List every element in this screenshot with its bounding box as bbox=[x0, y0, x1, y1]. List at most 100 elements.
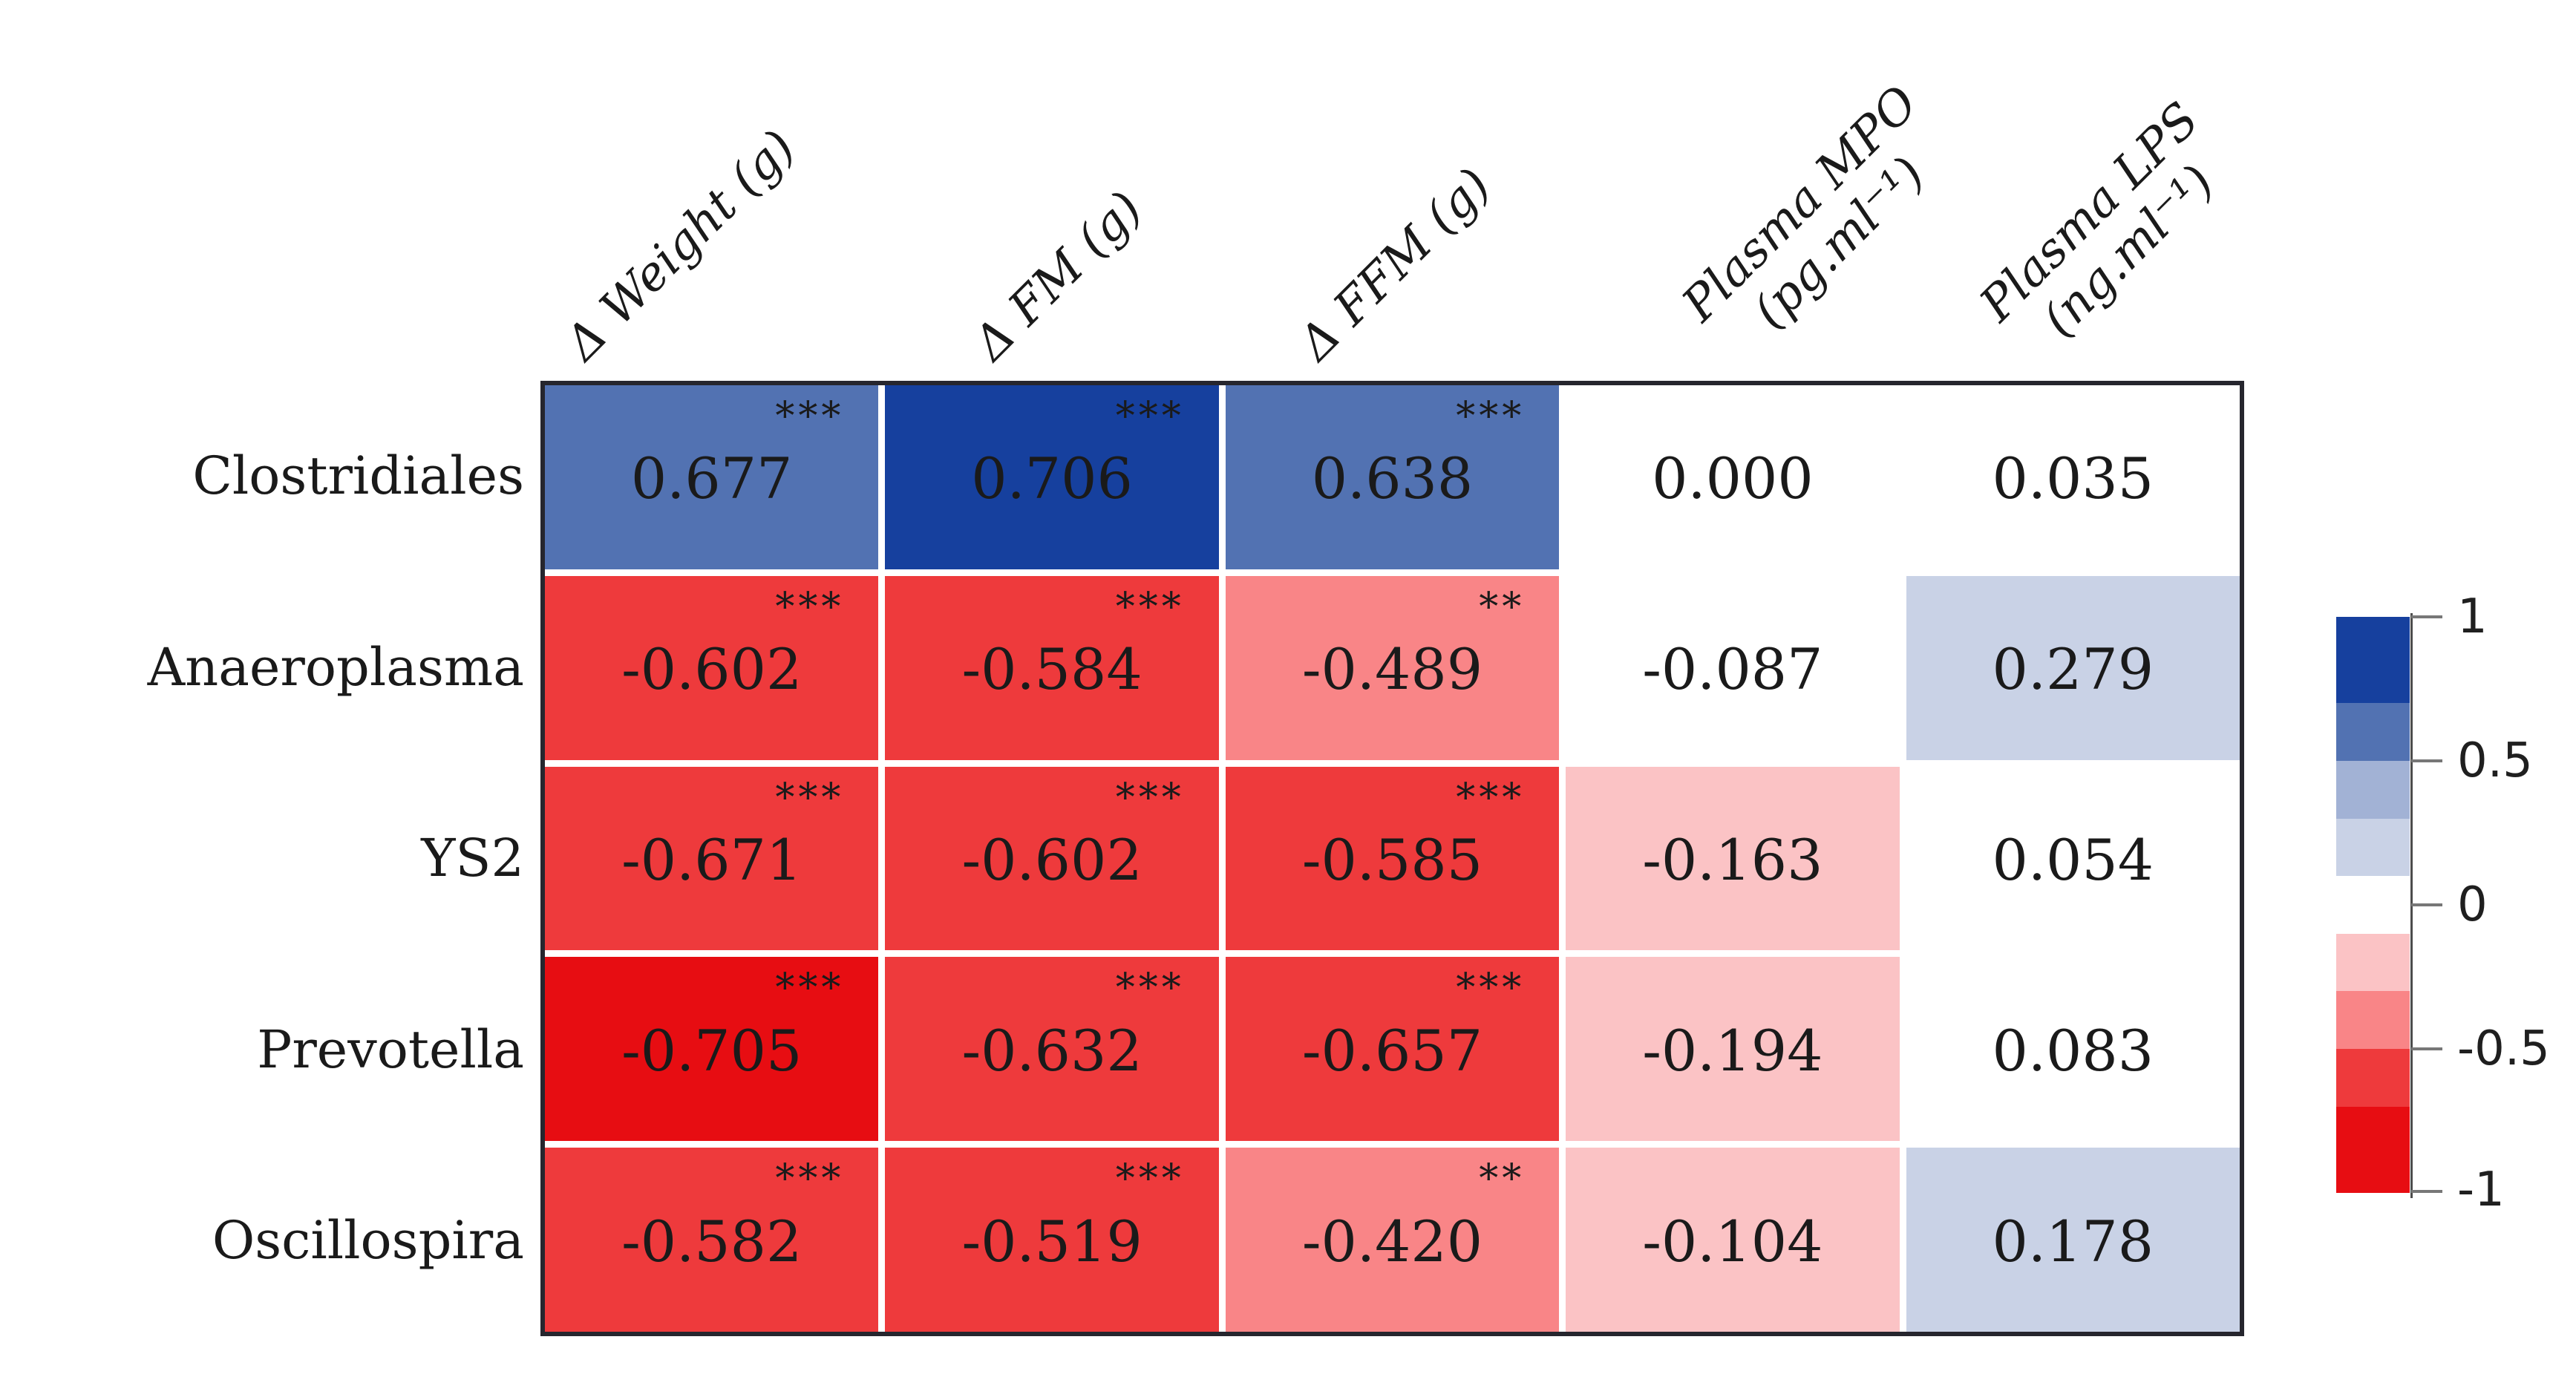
colorbar-segment bbox=[2336, 617, 2410, 704]
heatmap-cell: -0.602 *** bbox=[545, 575, 879, 760]
column-header-line: Δ Weight (g) bbox=[555, 120, 807, 371]
significance-stars: *** bbox=[775, 584, 845, 629]
column-header-delta-weight: Δ Weight (g) bbox=[555, 120, 806, 371]
column-header-line: Δ FFM (g) bbox=[1288, 157, 1502, 371]
tick-mark bbox=[2411, 615, 2442, 618]
heatmap-cell: 0.054 bbox=[1906, 766, 2240, 951]
cell-value: -0.602 bbox=[961, 826, 1142, 893]
colorbar bbox=[2336, 617, 2410, 1193]
significance-stars: *** bbox=[1456, 775, 1526, 820]
heatmap-cell: 0.677 *** bbox=[545, 385, 879, 569]
cell-value: -0.584 bbox=[961, 636, 1142, 703]
column-header-delta-ffm: Δ FFM (g) bbox=[1289, 158, 1502, 371]
row-label-prevotella: Prevotella bbox=[257, 1019, 524, 1080]
heatmap-cell: -0.582 *** bbox=[545, 1148, 879, 1332]
cell-value: -0.582 bbox=[621, 1208, 802, 1275]
cell-value: 0.178 bbox=[1992, 1208, 2154, 1275]
cell-value: 0.035 bbox=[1992, 445, 2154, 512]
row-label-anaeroplasma: Anaeroplasma bbox=[147, 637, 524, 698]
heatmap-cell: 0.638 *** bbox=[1225, 385, 1560, 569]
heatmap-cell: -0.104 bbox=[1566, 1148, 1900, 1332]
tick-label: 1 bbox=[2457, 589, 2488, 644]
colorbar-segment bbox=[2336, 1106, 2410, 1193]
colorbar-segment bbox=[2336, 818, 2410, 877]
significance-stars: *** bbox=[775, 966, 845, 1011]
cell-value: 0.638 bbox=[1311, 445, 1474, 512]
heatmap-cell: 0.000 bbox=[1566, 385, 1900, 569]
significance-stars: *** bbox=[1456, 394, 1526, 439]
significance-stars: ** bbox=[1479, 584, 1526, 629]
cell-value: 0.706 bbox=[971, 445, 1133, 512]
cell-value: -0.194 bbox=[1642, 1017, 1823, 1084]
significance-stars: ** bbox=[1479, 1157, 1526, 1202]
cell-value: 0.000 bbox=[1652, 445, 1814, 512]
heatmap-cell: -0.420 ** bbox=[1225, 1148, 1560, 1332]
row-label-ys2: YS2 bbox=[421, 828, 524, 889]
colorbar-segment bbox=[2336, 933, 2410, 992]
heatmap-cell: -0.489 ** bbox=[1225, 575, 1560, 760]
tick-mark bbox=[2411, 1190, 2442, 1193]
cell-value: -0.585 bbox=[1301, 826, 1483, 893]
colorbar-segment bbox=[2336, 991, 2410, 1049]
heatmap-cell: -0.602 *** bbox=[885, 766, 1219, 951]
colorbar-segment bbox=[2336, 703, 2410, 761]
colorbar-segment bbox=[2336, 876, 2410, 934]
significance-stars: *** bbox=[775, 394, 845, 439]
heatmap-cell: -0.671 *** bbox=[545, 766, 879, 951]
heatmap-cell: -0.657 *** bbox=[1225, 957, 1560, 1142]
cell-value: 0.054 bbox=[1992, 826, 2154, 893]
significance-stars: *** bbox=[1115, 584, 1185, 629]
heatmap-cell: -0.519 *** bbox=[885, 1148, 1219, 1332]
column-header-plasma-mpo: Plasma MPO (pg.ml⁻¹) bbox=[1672, 76, 1967, 371]
heatmap-cell: -0.194 bbox=[1566, 957, 1900, 1142]
tick-label: -0.5 bbox=[2457, 1021, 2550, 1076]
column-header-plasma-lps: Plasma LPS (ng.ml⁻¹) bbox=[1969, 92, 2249, 371]
significance-stars: *** bbox=[1115, 966, 1185, 1011]
tick-label: -1 bbox=[2457, 1162, 2505, 1217]
heatmap-cell: 0.178 bbox=[1906, 1148, 2240, 1332]
cell-value: 0.677 bbox=[630, 445, 793, 512]
cell-value: -0.163 bbox=[1642, 826, 1823, 893]
row-label-oscillospira: Oscillospira bbox=[212, 1210, 524, 1271]
heatmap-cell: -0.584 *** bbox=[885, 575, 1219, 760]
tick-mark bbox=[2411, 759, 2442, 762]
significance-stars: *** bbox=[1115, 394, 1185, 439]
heatmap-grid: 0.677 *** 0.706 *** 0.638 *** 0.000 0.035 -… bbox=[540, 381, 2244, 1336]
heatmap-cell: 0.706 *** bbox=[885, 385, 1219, 569]
heatmap-cell: 0.035 bbox=[1906, 385, 2240, 569]
heatmap-cell: -0.087 bbox=[1566, 575, 1900, 760]
tick-mark bbox=[2411, 903, 2442, 906]
cell-value: -0.489 bbox=[1301, 636, 1483, 703]
cell-value: -0.420 bbox=[1301, 1208, 1483, 1275]
heatmap-cell: -0.632 *** bbox=[885, 957, 1219, 1142]
tick-label: 0 bbox=[2457, 877, 2488, 932]
cell-value: -0.671 bbox=[621, 826, 802, 893]
cell-value: -0.087 bbox=[1642, 636, 1823, 703]
significance-stars: *** bbox=[1456, 966, 1526, 1011]
tick-label: 0.5 bbox=[2457, 733, 2533, 788]
heatmap-cell: -0.705 *** bbox=[545, 957, 879, 1142]
cell-value: -0.104 bbox=[1642, 1208, 1823, 1275]
significance-stars: *** bbox=[775, 775, 845, 820]
cell-value: -0.705 bbox=[621, 1017, 802, 1084]
cell-value: -0.602 bbox=[621, 636, 802, 703]
column-header-delta-fm: Δ FM (g) bbox=[964, 181, 1154, 371]
column-header-line: Δ FM (g) bbox=[963, 181, 1154, 371]
cell-value: -0.632 bbox=[961, 1017, 1142, 1084]
heatmap-cell: 0.279 bbox=[1906, 575, 2240, 760]
colorbar-segment bbox=[2336, 1048, 2410, 1107]
heatmap-cell: -0.585 *** bbox=[1225, 766, 1560, 951]
heatmap-cell: 0.083 bbox=[1906, 957, 2240, 1142]
cell-value: -0.657 bbox=[1301, 1017, 1483, 1084]
significance-stars: *** bbox=[775, 1157, 845, 1202]
cell-value: 0.279 bbox=[1992, 636, 2154, 703]
cell-value: -0.519 bbox=[961, 1208, 1142, 1275]
cell-value: 0.083 bbox=[1992, 1017, 2154, 1084]
significance-stars: *** bbox=[1115, 775, 1185, 820]
tick-mark bbox=[2411, 1047, 2442, 1050]
colorbar-segment bbox=[2336, 760, 2410, 819]
significance-stars: *** bbox=[1115, 1157, 1185, 1202]
heatmap-cell: -0.163 bbox=[1566, 766, 1900, 951]
row-label-clostridiales: Clostridiales bbox=[192, 445, 524, 506]
colorbar-legend: 1 0.5 0 -0.5 -1 bbox=[2336, 589, 2576, 1217]
